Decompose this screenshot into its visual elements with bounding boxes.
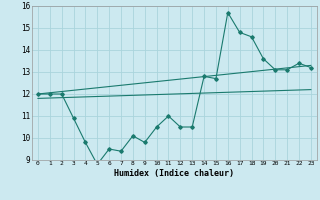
X-axis label: Humidex (Indice chaleur): Humidex (Indice chaleur) [115,169,234,178]
